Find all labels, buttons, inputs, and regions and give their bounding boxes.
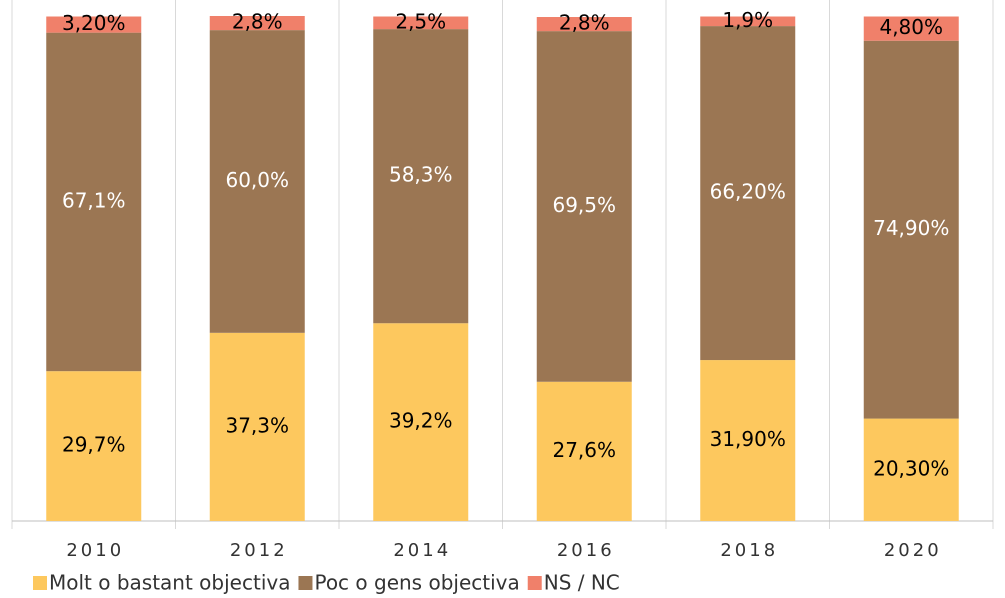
data-label: 69,5%: [552, 193, 616, 217]
legend-label: NS / NC: [544, 571, 620, 595]
bar-segment: [700, 16, 796, 27]
x-tick-label: 2016: [557, 540, 615, 561]
bar-segment: [536, 381, 632, 521]
bar-segment: [46, 16, 142, 33]
data-label: 2,8%: [232, 10, 283, 34]
x-tick-label: 2012: [230, 540, 288, 561]
bar-segment: [536, 17, 632, 32]
data-label: 39,2%: [389, 409, 453, 433]
data-label: 29,7%: [62, 433, 126, 457]
legend-label: Poc o gens objectiva: [314, 571, 519, 595]
data-label: 31,90%: [710, 427, 786, 451]
bar-segment: [373, 29, 469, 324]
x-tick-label: 2020: [884, 540, 942, 561]
x-tick-label: 2014: [393, 540, 451, 561]
bar-segment: [209, 30, 305, 333]
bar-segment: [373, 16, 469, 30]
bar-segment: [209, 16, 305, 31]
legend-label: Molt o bastant objectiva: [49, 571, 290, 595]
data-label: 27,6%: [552, 438, 616, 462]
data-label: 2,5%: [395, 9, 446, 33]
legend-swatch: [298, 576, 313, 590]
bar-segment: [209, 332, 305, 521]
bar-segment: [536, 31, 632, 382]
data-label: 20,30%: [873, 456, 949, 480]
bar-segment: [863, 40, 959, 419]
legend-swatch: [527, 576, 542, 590]
bar-segment: [46, 371, 142, 521]
data-label: 3,20%: [62, 11, 126, 35]
data-label: 1,9%: [722, 8, 773, 32]
bar-segment: [700, 26, 796, 361]
data-label: 37,3%: [225, 413, 289, 437]
x-tick-label: 2010: [66, 540, 124, 561]
x-tick-label: 2018: [720, 540, 778, 561]
bar-segment: [373, 323, 469, 521]
data-label: 4,80%: [879, 15, 943, 39]
data-label: 67,1%: [62, 188, 126, 212]
data-label: 2,8%: [559, 11, 610, 35]
bar-segment: [46, 32, 142, 372]
bar-segment: [863, 418, 959, 521]
bar-segment: [863, 16, 959, 41]
data-label: 74,90%: [873, 216, 949, 240]
data-label: 66,20%: [710, 180, 786, 204]
data-label: 60,0%: [225, 168, 289, 192]
legend-swatch: [33, 576, 47, 590]
data-label: 58,3%: [389, 163, 453, 187]
bar-segment: [700, 360, 796, 521]
